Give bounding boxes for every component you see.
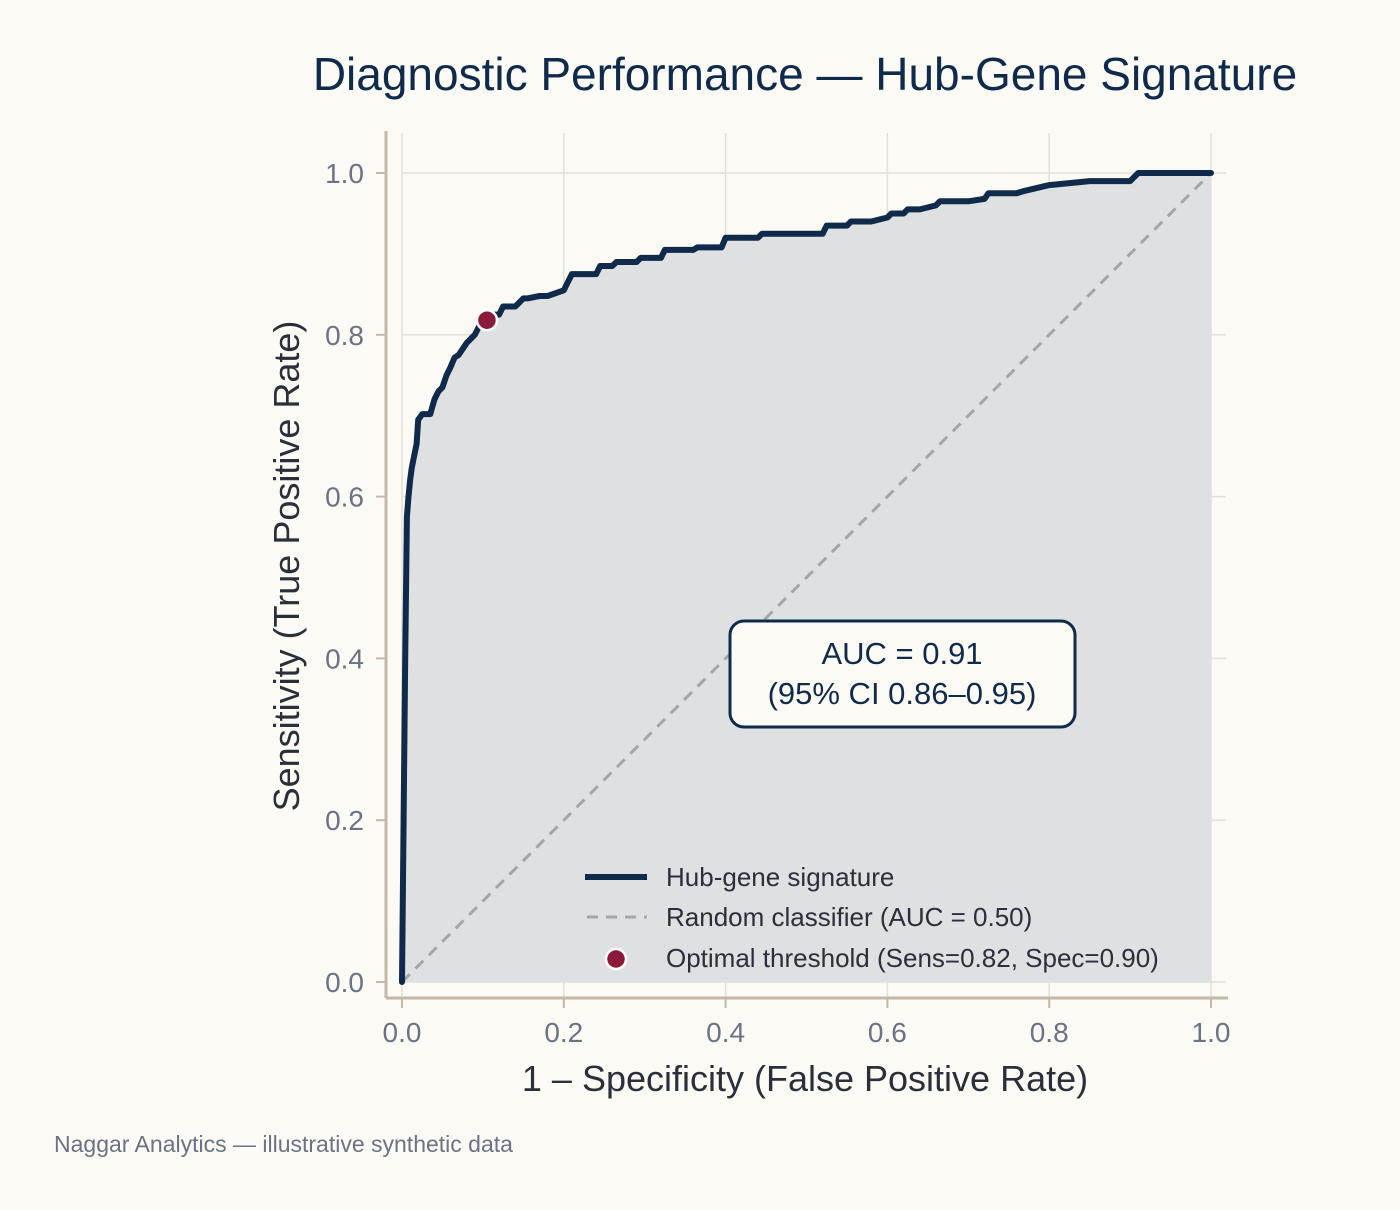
legend-label-roc: Hub-gene signature — [666, 862, 894, 892]
y-tick-label: 0.0 — [325, 967, 364, 998]
legend-swatch-optimal — [604, 947, 628, 971]
auc-value-text: AUC = 0.91 — [821, 636, 982, 671]
axis-ticks: 0.0 0.2 0.4 0.6 0.8 1.0 0.0 0.2 0.4 0.6 0.8 1.0 — [325, 158, 1230, 1048]
y-tick-label: 1.0 — [325, 158, 364, 189]
random-classifier-line — [400, 171, 1213, 984]
x-tick-label: 0.4 — [706, 1017, 745, 1048]
y-tick-label: 0.6 — [325, 482, 364, 513]
legend: Hub-gene signature Random classifier (AU… — [585, 862, 1159, 973]
x-tick-label: 0.8 — [1030, 1017, 1069, 1048]
x-tick-label: 0.6 — [868, 1017, 907, 1048]
footer-note: Naggar Analytics — illustrative syntheti… — [54, 1131, 513, 1157]
y-axis-label: Sensitivity (True Positive Rate) — [266, 321, 307, 812]
y-tick-label: 0.8 — [325, 320, 364, 351]
roc-curve-line — [399, 170, 1214, 985]
x-tick-label: 0.2 — [544, 1017, 583, 1048]
legend-label-random: Random classifier (AUC = 0.50) — [666, 902, 1032, 932]
x-tick-label: 1.0 — [1192, 1017, 1231, 1048]
optimal-threshold-point — [475, 308, 499, 332]
y-tick-label: 0.2 — [325, 805, 364, 836]
x-tick-label: 0.0 — [383, 1017, 422, 1048]
legend-label-optimal: Optimal threshold (Sens=0.82, Spec=0.90) — [666, 943, 1159, 973]
x-axis-label: 1 – Specificity (False Positive Rate) — [522, 1058, 1088, 1099]
chart-title: Diagnostic Performance — Hub-Gene Signat… — [313, 48, 1297, 100]
annotation-box — [728, 619, 1077, 729]
auc-ci-text: (95% CI 0.86–0.95) — [768, 676, 1037, 711]
auc-annotation: AUC = 0.91 (95% CI 0.86–0.95) — [728, 619, 1077, 729]
y-tick-label: 0.4 — [325, 643, 364, 674]
